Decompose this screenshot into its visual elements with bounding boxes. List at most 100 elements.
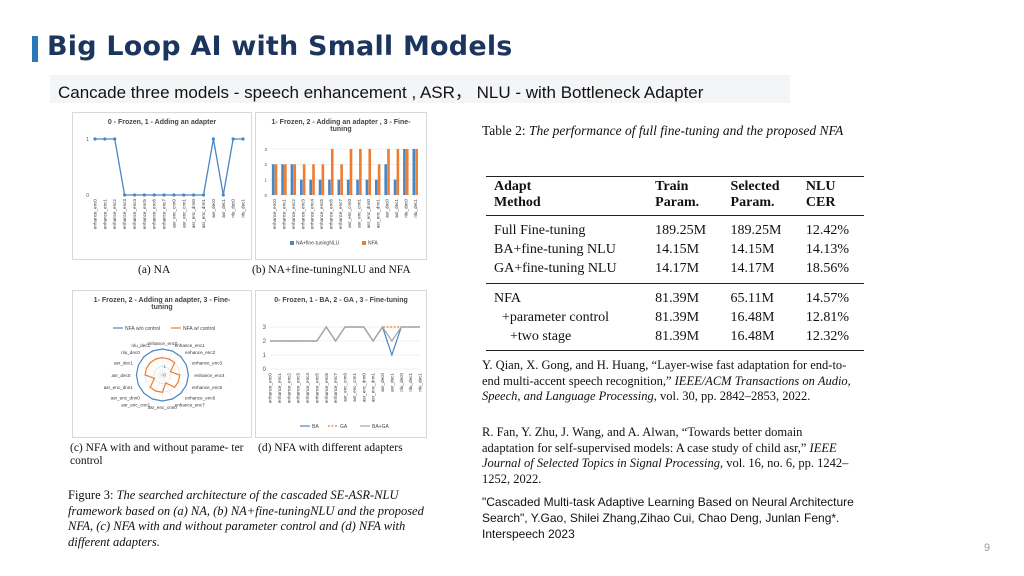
figure-caption-text: The searched architecture of the cascade…	[68, 488, 424, 549]
bar	[309, 179, 312, 195]
bar	[356, 179, 359, 195]
radar-axis-label: asr_enc_cnn1	[121, 402, 150, 407]
x-tick-label: asr_enc_dnn0	[361, 373, 366, 403]
radar-spoke	[162, 364, 187, 376]
radar-spoke	[162, 356, 181, 376]
x-tick-label: asr_enc_cnn1	[357, 199, 362, 228]
table-row: GA+fine-tuning NLU 14.17M 14.17M 18.56%	[486, 259, 864, 284]
radar-axis-label: nlu_dec1	[132, 343, 151, 348]
x-tick-label: asr_enc_cnn1	[352, 373, 357, 402]
radar-axis-label: asr_enc_cnn0	[148, 405, 177, 410]
panel-d-caption: (d) NFA with different adapters	[258, 442, 403, 454]
x-tick-label: enhance_enc6	[328, 199, 333, 230]
slide-subtitle: Cancade three models - speech enhancemen…	[58, 83, 704, 102]
table-caption-label: Table 2:	[482, 123, 526, 138]
radar-spoke	[162, 374, 181, 394]
data-point	[221, 193, 225, 197]
data-point	[142, 193, 146, 197]
radar-spoke	[138, 364, 163, 376]
radar-axis-label: enhance_enc3	[192, 361, 223, 366]
radar-axis-label: asr_enc_dnn0	[111, 395, 141, 400]
bar	[412, 149, 416, 195]
x-tick-label: nlu_dec1	[408, 373, 413, 392]
bar	[302, 164, 306, 195]
bar	[318, 179, 322, 195]
legend-label: NFA w/o control	[125, 326, 160, 332]
bar	[365, 179, 369, 195]
x-tick-label: enhance_enc5	[319, 199, 324, 230]
radar-spoke	[162, 374, 187, 386]
bar	[328, 179, 331, 195]
bar	[384, 164, 387, 195]
bar	[321, 164, 325, 195]
bar	[405, 149, 409, 195]
bar	[377, 164, 381, 195]
x-tick-label: nlu_dec0	[231, 199, 236, 218]
x-tick-label: nlu_dec1	[418, 373, 423, 392]
panel-c-caption: (c) NFA with and without parame- ter con…	[70, 442, 244, 467]
bar	[346, 179, 350, 195]
x-tick-label: enhance_enc4	[305, 373, 310, 404]
x-tick-label: asr_enc_dnn1	[201, 199, 206, 229]
legend-swatch	[290, 241, 294, 245]
x-tick-label: asr_enc_cnn1	[181, 199, 186, 228]
panel-a-title: 0 - Frozen, 1 - Adding an adapter	[107, 119, 217, 126]
data-point	[182, 193, 186, 197]
data-point	[162, 193, 166, 197]
bar	[403, 149, 406, 195]
radar-spoke	[162, 350, 173, 376]
radar-axis-label: enhance_enc2	[185, 350, 216, 355]
x-tick-label: enhance_enc3	[122, 199, 127, 230]
x-tick-label: enhance_enc4	[310, 199, 315, 230]
data-point	[103, 137, 107, 141]
x-tick-label: enhance_enc6	[324, 373, 329, 404]
y-tick-label: 0	[86, 193, 89, 199]
x-tick-label: enhance_enc0	[272, 199, 277, 230]
panel-a: 0 - Frozen, 1 - Adding an adapter 0 1 enha…	[72, 112, 252, 260]
radar-axis-label: enhance_enc1	[175, 343, 206, 348]
radar-axis-label: enhance_enc5	[192, 385, 223, 390]
x-tick-label: enhance_enc7	[338, 199, 343, 230]
x-tick-label: enhance_enc5	[314, 373, 319, 404]
slide-title: Big Loop AI with Small Models	[47, 31, 513, 62]
panel-c-title: 1- Frozen, 2 - Adding an adapter, 3 - Fi…	[93, 297, 231, 311]
col-header-train-param: Train Param.	[655, 179, 700, 210]
col-header-nlu-cer: NLU CER	[805, 179, 836, 210]
performance-table: Adapt Method Train Param. Selected Param. N…	[486, 176, 864, 351]
bar	[281, 164, 284, 195]
data-point	[132, 193, 137, 197]
x-tick-label: nlu_dec0	[403, 199, 408, 218]
panel-b-caption: (b) NA+fine-tuningNLU and NFA	[252, 264, 411, 276]
y-tick-label: 0	[264, 193, 267, 198]
bar	[387, 149, 390, 195]
data-point	[172, 193, 176, 197]
legend-label: GA	[340, 424, 348, 430]
data-point	[231, 137, 235, 141]
radar-spoke	[143, 356, 163, 376]
x-tick-label: asr_enc_cnn0	[347, 199, 352, 228]
x-tick-label: enhance_enc1	[282, 199, 287, 230]
x-tick-label: asr_enc_cnn0	[343, 373, 348, 402]
x-tick-label: enhance_enc3	[300, 199, 305, 230]
panel-c-radar-chart: NFA w/o control NFA w/ control 0 1 enhance_e…	[104, 326, 225, 410]
radar-axis-label: enhance_enc4	[194, 373, 225, 378]
y-tick-label: 0	[263, 367, 267, 373]
x-tick-label: enhance_enc2	[286, 373, 291, 404]
x-tick-label: asr_dec1	[394, 199, 399, 218]
page-number: 9	[984, 542, 991, 554]
bar	[393, 179, 397, 195]
x-tick-label: enhance_enc6	[152, 199, 157, 230]
bar	[368, 149, 372, 195]
radar-tick-label: 0	[163, 373, 166, 378]
y-tick-label: 1	[263, 353, 267, 359]
x-tick-label: asr_dec1	[221, 199, 226, 218]
series-line	[270, 325, 420, 343]
reference-1: Y. Qian, X. Gong, and H. Huang, “Layer-w…	[482, 358, 851, 403]
panel-b-title: 1- Frozen, 2 - Adding an adapter , 3 - F…	[271, 119, 411, 133]
legend-swatch	[362, 241, 366, 245]
radar-spoke	[152, 350, 163, 376]
y-tick-label: 2	[264, 162, 267, 167]
table-caption-text: The performance of full fine-tuning and …	[525, 123, 844, 138]
x-tick-label: asr_dec0	[380, 373, 385, 392]
col-header-selected-param: Selected Param.	[730, 179, 780, 210]
